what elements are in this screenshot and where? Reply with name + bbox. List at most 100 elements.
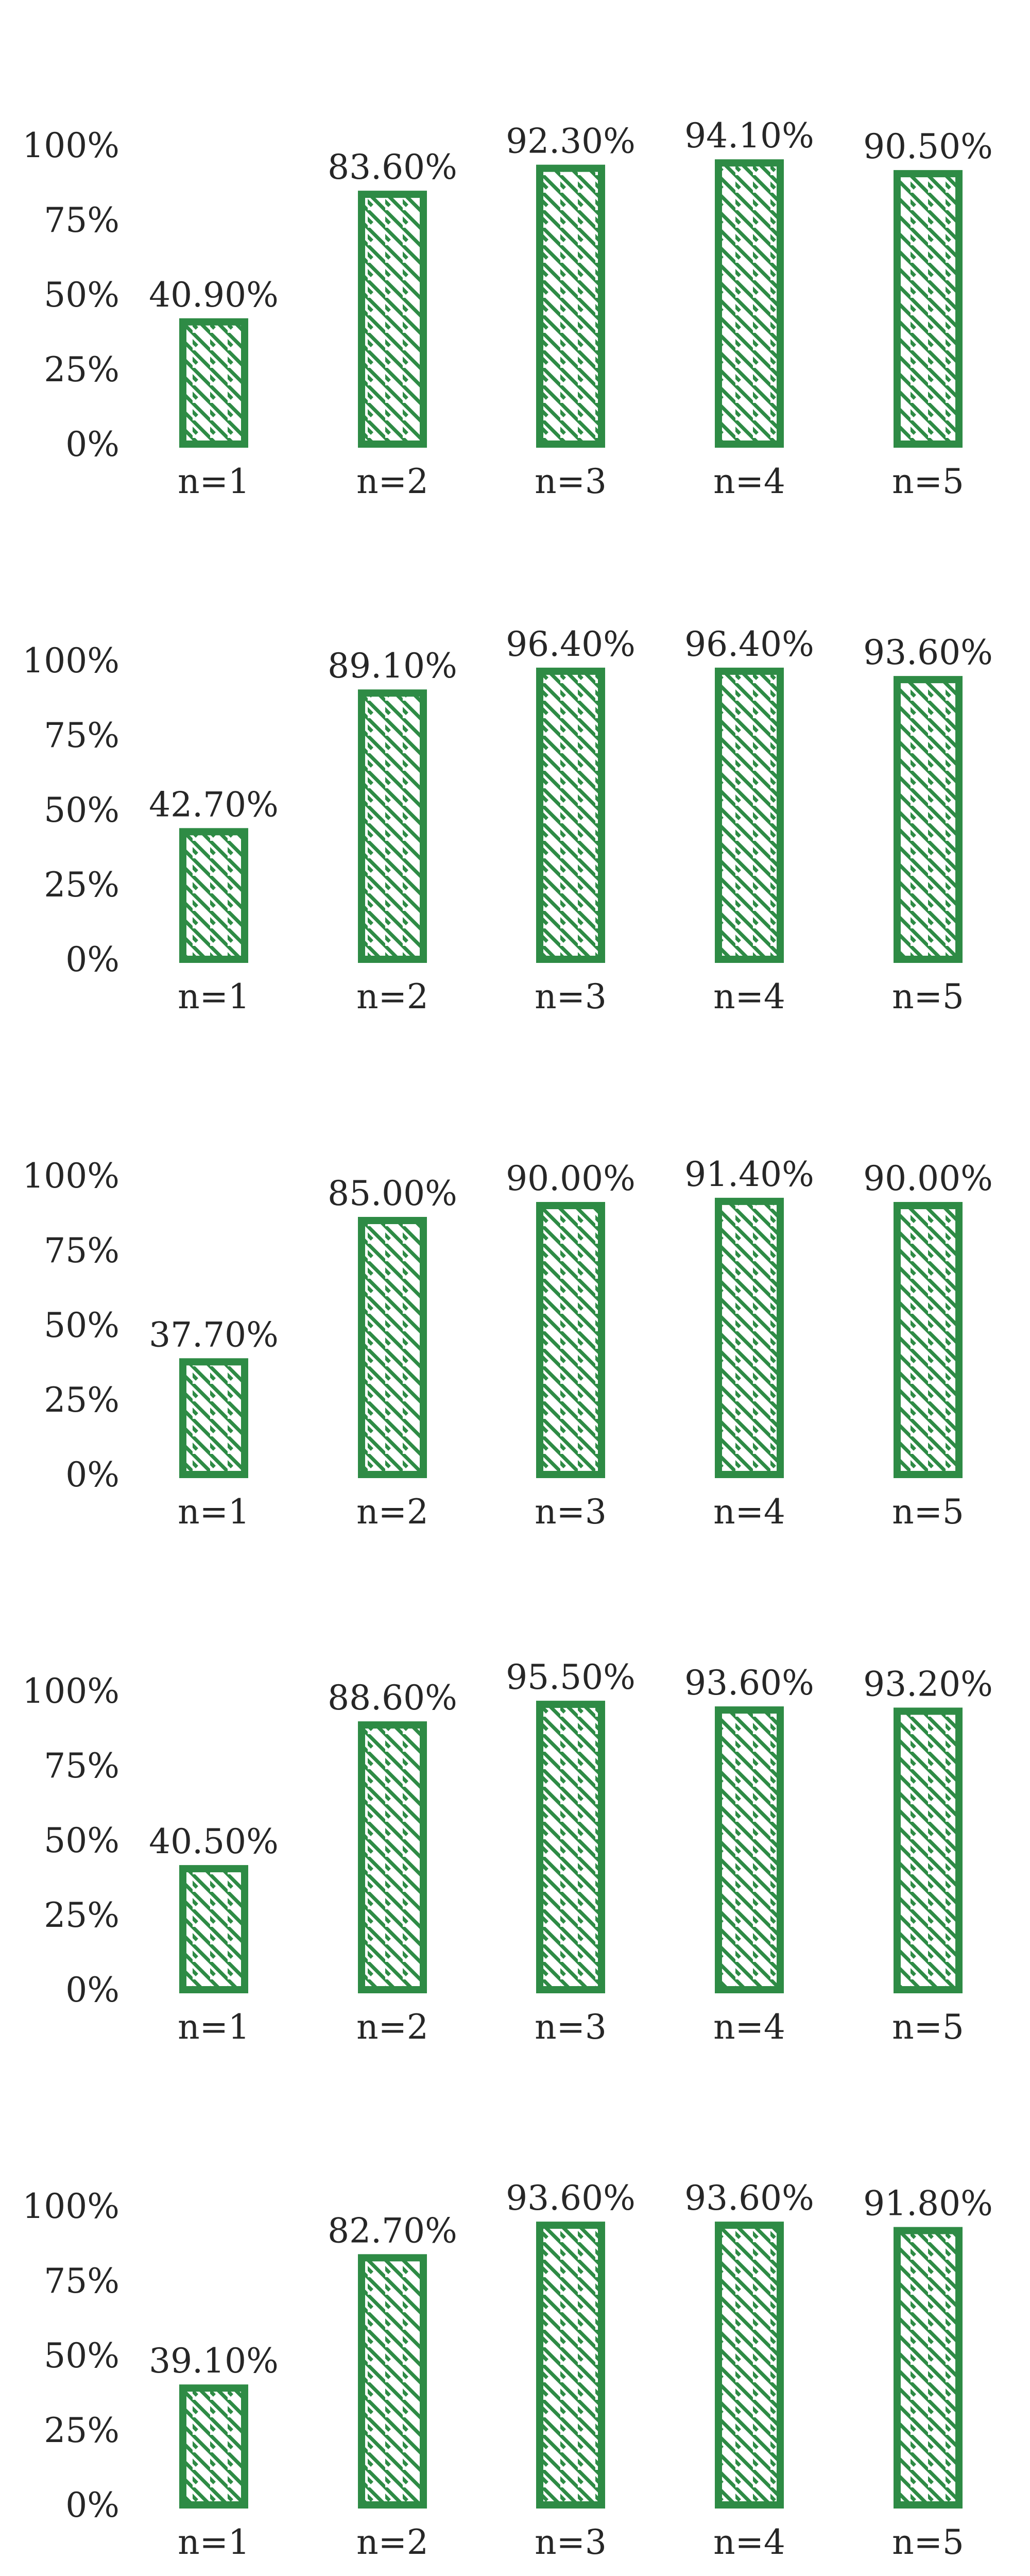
bar: [894, 1202, 963, 1478]
x-tick-label: n=3: [535, 2522, 607, 2562]
x-tick-label: n=2: [356, 462, 428, 501]
data-label: 37.70%: [149, 1315, 279, 1354]
x-tick-label: n=4: [713, 1492, 785, 1532]
data-label: 89.10%: [328, 646, 457, 686]
x-tick-label: n=5: [892, 462, 964, 501]
data-label: 85.00%: [328, 1174, 457, 1213]
bar: [894, 676, 963, 963]
x-tick-label: n=1: [178, 977, 250, 1016]
data-label: 40.90%: [149, 275, 279, 315]
bar: [536, 667, 605, 963]
y-tick-label: 50%: [44, 790, 119, 830]
data-label: 42.70%: [149, 785, 279, 824]
data-label: 94.10%: [684, 116, 814, 156]
data-label: 83.60%: [328, 147, 457, 187]
bar: [536, 2222, 605, 2509]
bar: [179, 1865, 248, 1994]
y-tick-label: 0%: [65, 1970, 119, 2010]
x-tick-label: n=5: [892, 977, 964, 1016]
data-label: 92.30%: [506, 122, 636, 161]
bar: [358, 191, 427, 448]
bar: [715, 159, 784, 448]
data-label: 96.40%: [684, 624, 814, 664]
chart-panel-1: 0% 25% 50% 75% 100% 40.90% n=1 83.60% n=2 92.30% n…: [22, 116, 993, 501]
bar: [715, 667, 784, 963]
x-tick-label: n=2: [356, 2522, 428, 2562]
chart-panel-3: 0% 25% 50% 75% 100% 37.70% n=1 85.00% n=2 90.00% n…: [22, 1155, 993, 1532]
x-tick-label: n=2: [356, 1492, 428, 1532]
bar: [358, 1217, 427, 1478]
y-tick-label: 0%: [65, 2485, 119, 2525]
bar: [894, 170, 963, 448]
x-tick-label: n=3: [535, 462, 607, 501]
chart-panel-5: 0% 25% 50% 75% 100% 39.10% n=1 82.70% n=2 93.60% n…: [22, 2178, 993, 2562]
bar: [179, 1358, 248, 1479]
bar: [715, 1706, 784, 1994]
y-tick-label: 0%: [65, 425, 119, 464]
x-tick-label: n=1: [178, 2007, 250, 2047]
x-tick-label: n=4: [713, 2007, 785, 2047]
x-tick-label: n=5: [892, 1492, 964, 1532]
y-tick-label: 50%: [44, 2336, 119, 2376]
y-tick-label: 75%: [44, 1746, 119, 1786]
y-tick-label: 0%: [65, 1455, 119, 1495]
chart-panel-2: 0% 25% 50% 75% 100% 42.70% n=1 89.10% n=2 96.40% n…: [22, 624, 993, 1016]
bar: [358, 1721, 427, 1994]
y-tick-label: 75%: [44, 716, 119, 755]
x-tick-label: n=3: [535, 1492, 607, 1532]
bar: [179, 828, 248, 963]
bar: [358, 689, 427, 963]
y-tick-label: 75%: [44, 2261, 119, 2301]
x-tick-label: n=1: [178, 462, 250, 501]
data-label: 93.60%: [684, 2178, 814, 2218]
y-tick-label: 50%: [44, 275, 119, 315]
chart-panel-4: 0% 25% 50% 75% 100% 40.50% n=1 88.60% n=2 95.50% n…: [22, 1657, 993, 2047]
bar: [715, 2222, 784, 2509]
y-tick-label: 100%: [22, 1671, 119, 1711]
data-label: 88.60%: [328, 1678, 457, 1718]
data-label: 90.00%: [863, 1159, 993, 1198]
x-tick-label: n=2: [356, 977, 428, 1016]
x-tick-label: n=3: [535, 977, 607, 1016]
data-label: 93.60%: [863, 633, 993, 672]
x-tick-label: n=5: [892, 2522, 964, 2562]
data-label: 90.00%: [506, 1159, 636, 1198]
bar: [715, 1197, 784, 1478]
data-label: 93.20%: [863, 1664, 993, 1704]
x-tick-label: n=1: [178, 1492, 250, 1532]
y-tick-label: 25%: [44, 2411, 119, 2450]
data-label: 95.50%: [506, 1657, 636, 1697]
x-tick-label: n=4: [713, 977, 785, 1016]
bar: [536, 1701, 605, 1994]
bar: [894, 1707, 963, 1993]
data-label: 90.50%: [863, 127, 993, 166]
y-tick-label: 75%: [44, 200, 119, 240]
data-label: 40.50%: [149, 1822, 279, 1861]
x-tick-label: n=4: [713, 462, 785, 501]
data-label: 96.40%: [506, 624, 636, 664]
y-tick-label: 50%: [44, 1306, 119, 1345]
bar: [358, 2254, 427, 2509]
x-tick-label: n=3: [535, 2007, 607, 2047]
x-tick-label: n=5: [892, 2007, 964, 2047]
y-tick-label: 25%: [44, 350, 119, 389]
bar: [536, 164, 605, 448]
y-tick-label: 25%: [44, 865, 119, 905]
data-label: 91.40%: [684, 1155, 814, 1194]
data-label: 91.80%: [863, 2184, 993, 2224]
y-tick-label: 25%: [44, 1380, 119, 1420]
data-label: 39.10%: [149, 2341, 279, 2381]
bar: [894, 2227, 963, 2509]
bar: [179, 2384, 248, 2509]
x-tick-label: n=2: [356, 2007, 428, 2047]
bar: [179, 318, 248, 448]
y-tick-label: 50%: [44, 1821, 119, 1860]
data-label: 82.70%: [328, 2211, 457, 2250]
data-label: 93.60%: [506, 2178, 636, 2218]
y-tick-label: 75%: [44, 1231, 119, 1270]
x-tick-label: n=1: [178, 2522, 250, 2562]
x-tick-label: n=4: [713, 2522, 785, 2562]
y-tick-label: 100%: [22, 2187, 119, 2226]
data-label: 93.60%: [684, 1663, 814, 1703]
